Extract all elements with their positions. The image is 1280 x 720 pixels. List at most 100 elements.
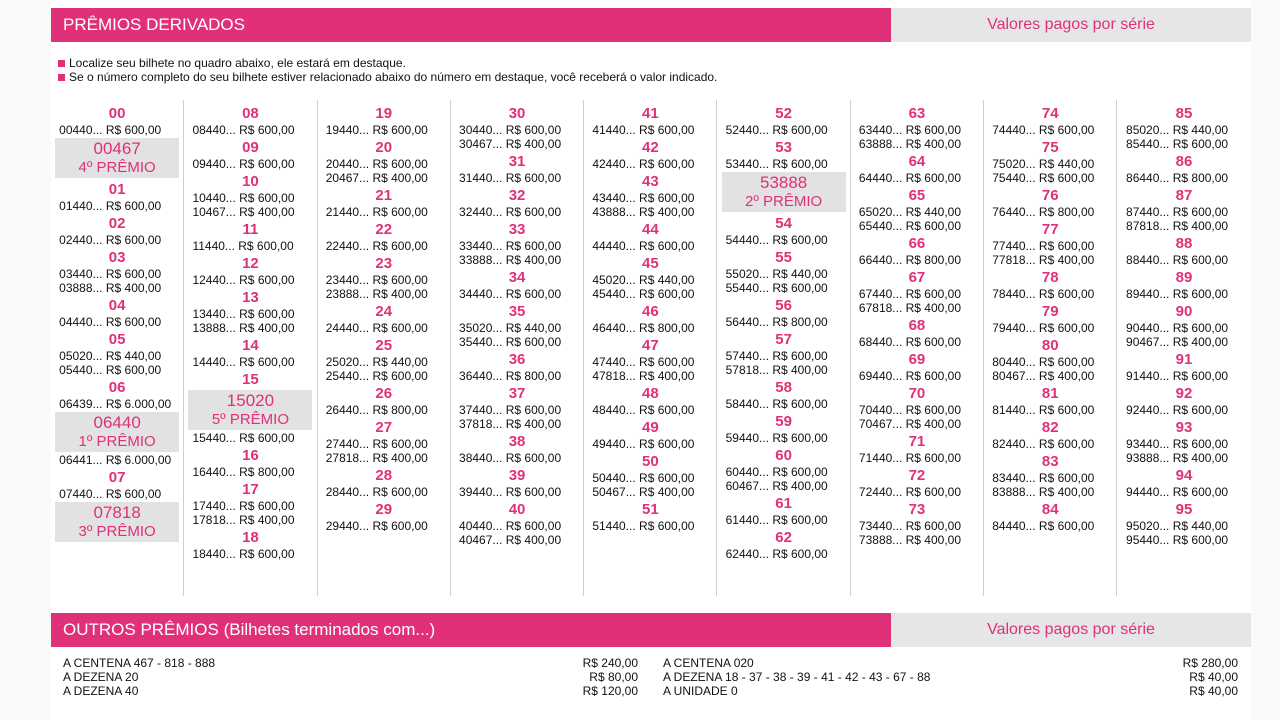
dezena-heading: 71 <box>908 433 926 450</box>
dezena-heading: 44 <box>641 221 659 238</box>
prize-line: 48440... R$ 600,00 <box>592 403 695 417</box>
outros-label: A DEZENA 18 - 37 - 38 - 39 - 41 - 42 - 4… <box>663 670 931 684</box>
prize-line: 35440... R$ 600,00 <box>459 335 562 349</box>
prize-line: 44440... R$ 600,00 <box>592 239 695 253</box>
outros-value: R$ 120,00 <box>582 684 638 698</box>
prize-line: 83888... R$ 400,00 <box>992 485 1095 499</box>
dezena-heading: 20 <box>375 139 393 156</box>
bullet-square-icon <box>58 59 65 67</box>
bullet-square-icon <box>58 73 65 81</box>
prize-line: 60440... R$ 600,00 <box>725 465 828 479</box>
dezena-heading: 45 <box>641 255 659 272</box>
prize-line: 46440... R$ 800,00 <box>592 321 695 335</box>
dezena-heading: 33 <box>508 221 526 238</box>
dezena-heading: 17 <box>242 481 259 498</box>
dezena-heading: 11 <box>242 221 259 238</box>
prize-line: 95440... R$ 600,00 <box>1126 533 1229 547</box>
dezena-heading: 50 <box>641 453 659 470</box>
prize-line: 65440... R$ 600,00 <box>858 219 962 233</box>
prize-line: 20467... R$ 400,00 <box>325 171 428 185</box>
prize-line: 77818... R$ 400,00 <box>992 253 1095 267</box>
dezena-heading: 93 <box>1175 419 1193 436</box>
prize-line: 07440... R$ 600,00 <box>59 487 162 501</box>
dezena-heading: 70 <box>908 385 926 402</box>
dezena-heading: 32 <box>508 187 526 204</box>
prize-line: 69440... R$ 600,00 <box>858 369 962 383</box>
dezena-heading: 92 <box>1175 385 1193 402</box>
prize-line: 17440... R$ 600,00 <box>192 499 295 513</box>
prize-line: 93888... R$ 400,00 <box>1126 451 1229 465</box>
outros-label: A DEZENA 20 <box>63 670 139 684</box>
dezena-heading: 21 <box>375 187 393 204</box>
prize-line: 43440... R$ 600,00 <box>592 191 695 205</box>
prize-line: 12440... R$ 600,00 <box>192 273 295 287</box>
prize-line: 21440... R$ 600,00 <box>325 205 428 219</box>
dezena-heading: 62 <box>775 529 792 546</box>
dezena-heading: 22 <box>375 221 393 238</box>
dezena-heading: 41 <box>641 105 659 122</box>
outros-label: A DEZENA 40 <box>63 684 139 698</box>
prize-line: 94440... R$ 600,00 <box>1126 485 1229 499</box>
dezena-heading: 34 <box>508 269 526 286</box>
dezena-heading: 66 <box>908 235 926 252</box>
prize-line: 33440... R$ 600,00 <box>459 239 562 253</box>
prize-line: 34440... R$ 600,00 <box>459 287 562 301</box>
prize-line: 92440... R$ 600,00 <box>1126 403 1229 417</box>
prize-line: 10467... R$ 400,00 <box>192 205 295 219</box>
prize-line: 03888... R$ 400,00 <box>59 281 162 295</box>
dezena-heading: 51 <box>641 501 659 518</box>
instructions: Localize seu bilhete no quadro abaixo, e… <box>58 56 717 84</box>
prize-line: 80467... R$ 400,00 <box>992 369 1095 383</box>
dezena-heading: 59 <box>775 413 792 430</box>
prize-line: 43888... R$ 400,00 <box>592 205 695 219</box>
prize-line: 09440... R$ 600,00 <box>192 157 295 171</box>
prize-line: 13888... R$ 400,00 <box>192 321 295 335</box>
prize-column: 41 41440... R$ 600,00 42 42440... R$ 600,00… <box>584 100 718 596</box>
prize-rank: 5º PRÊMIO <box>211 411 290 428</box>
prize-line: 39440... R$ 600,00 <box>459 485 562 499</box>
dezena-heading: 84 <box>1041 501 1059 518</box>
prize-line: 76440... R$ 800,00 <box>992 205 1095 219</box>
highlighted-prize: 15020 5º PRÊMIO <box>188 390 313 430</box>
prize-line: 02440... R$ 600,00 <box>59 233 162 247</box>
prize-line: 60467... R$ 400,00 <box>725 479 828 493</box>
dezena-heading: 77 <box>1041 221 1059 238</box>
dezena-heading: 43 <box>641 173 659 190</box>
dezena-heading: 90 <box>1175 303 1193 320</box>
dezena-heading: 01 <box>108 181 126 198</box>
prize-line: 22440... R$ 600,00 <box>325 239 428 253</box>
prize-column: 30 30440... R$ 600,00 30467... R$ 400,00 31… <box>451 100 585 596</box>
dezena-heading: 86 <box>1175 153 1193 170</box>
prize-line: 15440... R$ 600,00 <box>192 431 295 445</box>
prize-line: 23888... R$ 400,00 <box>325 287 428 301</box>
dezena-heading: 75 <box>1041 139 1059 156</box>
dezena-heading: 23 <box>375 255 393 272</box>
prize-line: 42440... R$ 600,00 <box>592 157 695 171</box>
dezena-heading: 52 <box>775 105 792 122</box>
prize-line: 88440... R$ 600,00 <box>1126 253 1229 267</box>
prize-column: 08 08440... R$ 600,00 09 09440... R$ 600,00… <box>184 100 318 596</box>
prize-line: 25440... R$ 600,00 <box>325 369 428 383</box>
prize-line: 82440... R$ 600,00 <box>992 437 1095 451</box>
prize-line: 47440... R$ 600,00 <box>592 355 695 369</box>
prize-line: 23440... R$ 600,00 <box>325 273 428 287</box>
dezena-heading: 73 <box>908 501 926 518</box>
outros-header: OUTROS PRÊMIOS (Bilhetes terminados com.… <box>51 613 1251 647</box>
outros-value: R$ 40,00 <box>1189 670 1238 684</box>
dezena-heading: 56 <box>775 297 792 314</box>
dezena-heading: 95 <box>1175 501 1193 518</box>
dezena-heading: 49 <box>641 419 659 436</box>
dezena-heading: 72 <box>908 467 926 484</box>
highlighted-prize: 07818 3º PRÊMIO <box>55 502 180 542</box>
dezena-heading: 36 <box>508 351 526 368</box>
dezena-heading: 83 <box>1041 453 1059 470</box>
prize-line: 57818... R$ 400,00 <box>725 363 828 377</box>
prize-line: 67818... R$ 400,00 <box>858 301 962 315</box>
prize-line: 79440... R$ 600,00 <box>992 321 1095 335</box>
dezena-heading: 74 <box>1041 105 1059 122</box>
prize-line: 19440... R$ 600,00 <box>325 123 428 137</box>
prize-line: 93440... R$ 600,00 <box>1126 437 1229 451</box>
outros-label: A CENTENA 467 - 818 - 888 <box>63 656 216 670</box>
outros-row: A UNIDADE 0 R$ 40,00 <box>663 684 1238 698</box>
winning-number: 07818 <box>93 503 141 522</box>
